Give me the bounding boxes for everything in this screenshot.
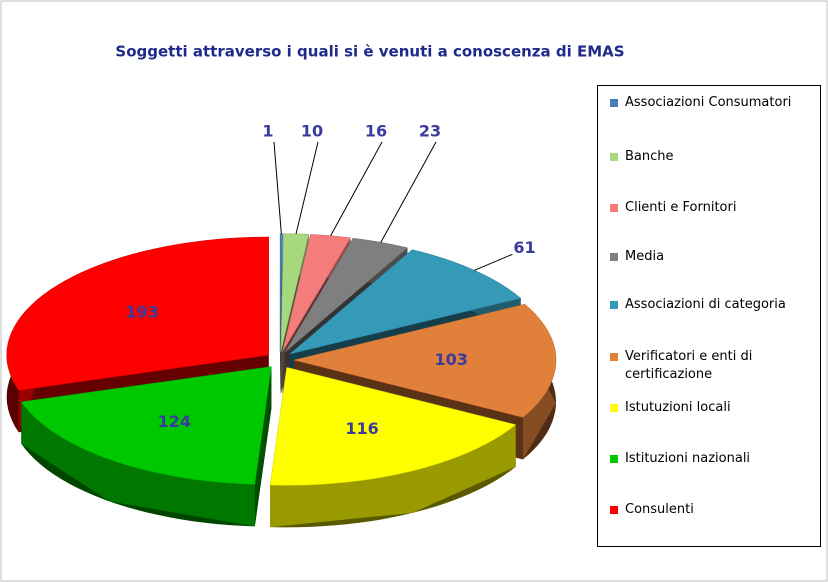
legend: Associazioni Consumatori Banche Clienti e … — [597, 85, 821, 547]
legend-label: Istutuzioni locali — [625, 400, 731, 415]
legend-swatch — [610, 99, 618, 107]
slice-top — [269, 367, 517, 486]
data-label: 116 — [345, 419, 378, 438]
legend-swatch — [610, 153, 618, 161]
leader-line — [380, 141, 437, 243]
slice-top — [293, 303, 557, 418]
legend-item: Istituzioni nazionali — [610, 450, 815, 468]
slice-top — [289, 249, 522, 355]
slice-top — [284, 237, 408, 353]
legend-label: Associazioni di categoria — [625, 297, 786, 312]
slice-wall — [21, 401, 255, 527]
data-label: 61 — [513, 238, 535, 257]
legend-item: Associazioni Consumatori — [610, 94, 815, 112]
legend-label: Consulenti — [625, 502, 694, 517]
leader-line — [330, 141, 383, 236]
legend-swatch — [610, 404, 618, 412]
slice — [20, 366, 272, 527]
data-label: 1 — [262, 122, 273, 141]
leader-line — [295, 141, 319, 234]
legend-item: Consulenti — [610, 501, 815, 519]
legend-item: Media — [610, 248, 815, 266]
legend-item: Banche — [610, 148, 815, 166]
legend-swatch — [610, 455, 618, 463]
data-label: 124 — [158, 412, 191, 431]
legend-swatch — [610, 204, 618, 212]
slice-top — [20, 366, 272, 485]
slice-top — [6, 236, 269, 391]
legend-label: Banche — [625, 149, 674, 164]
legend-label: Verificatori e enti di certificazione — [625, 349, 753, 382]
data-label: 23 — [419, 122, 441, 141]
leader-line — [474, 253, 513, 271]
legend-label: Media — [625, 249, 665, 264]
data-label: 103 — [434, 350, 467, 369]
chart-title: Soggetti attraverso i quali si è venuti … — [115, 43, 624, 61]
slice-wall — [270, 424, 516, 528]
legend-label: Associazioni Consumatori — [625, 95, 792, 110]
legend-swatch — [610, 506, 618, 514]
legend-swatch — [610, 301, 618, 309]
legend-swatch — [610, 253, 618, 261]
slice — [269, 367, 517, 528]
data-label: 10 — [301, 122, 323, 141]
legend-label: Istituzioni nazionali — [625, 451, 751, 466]
data-label: 16 — [365, 122, 387, 141]
legend-item: Verificatori e enti di certificazione — [610, 348, 815, 384]
legend-label: Clienti e Fornitori — [625, 200, 737, 215]
legend-item: Associazioni di categoria — [610, 296, 815, 314]
leader-line — [273, 141, 282, 234]
legend-swatch — [610, 353, 618, 361]
legend-item: Clienti e Fornitori — [610, 199, 815, 217]
legend-item: Istutuzioni locali — [610, 399, 815, 417]
data-label: 193 — [125, 303, 158, 322]
